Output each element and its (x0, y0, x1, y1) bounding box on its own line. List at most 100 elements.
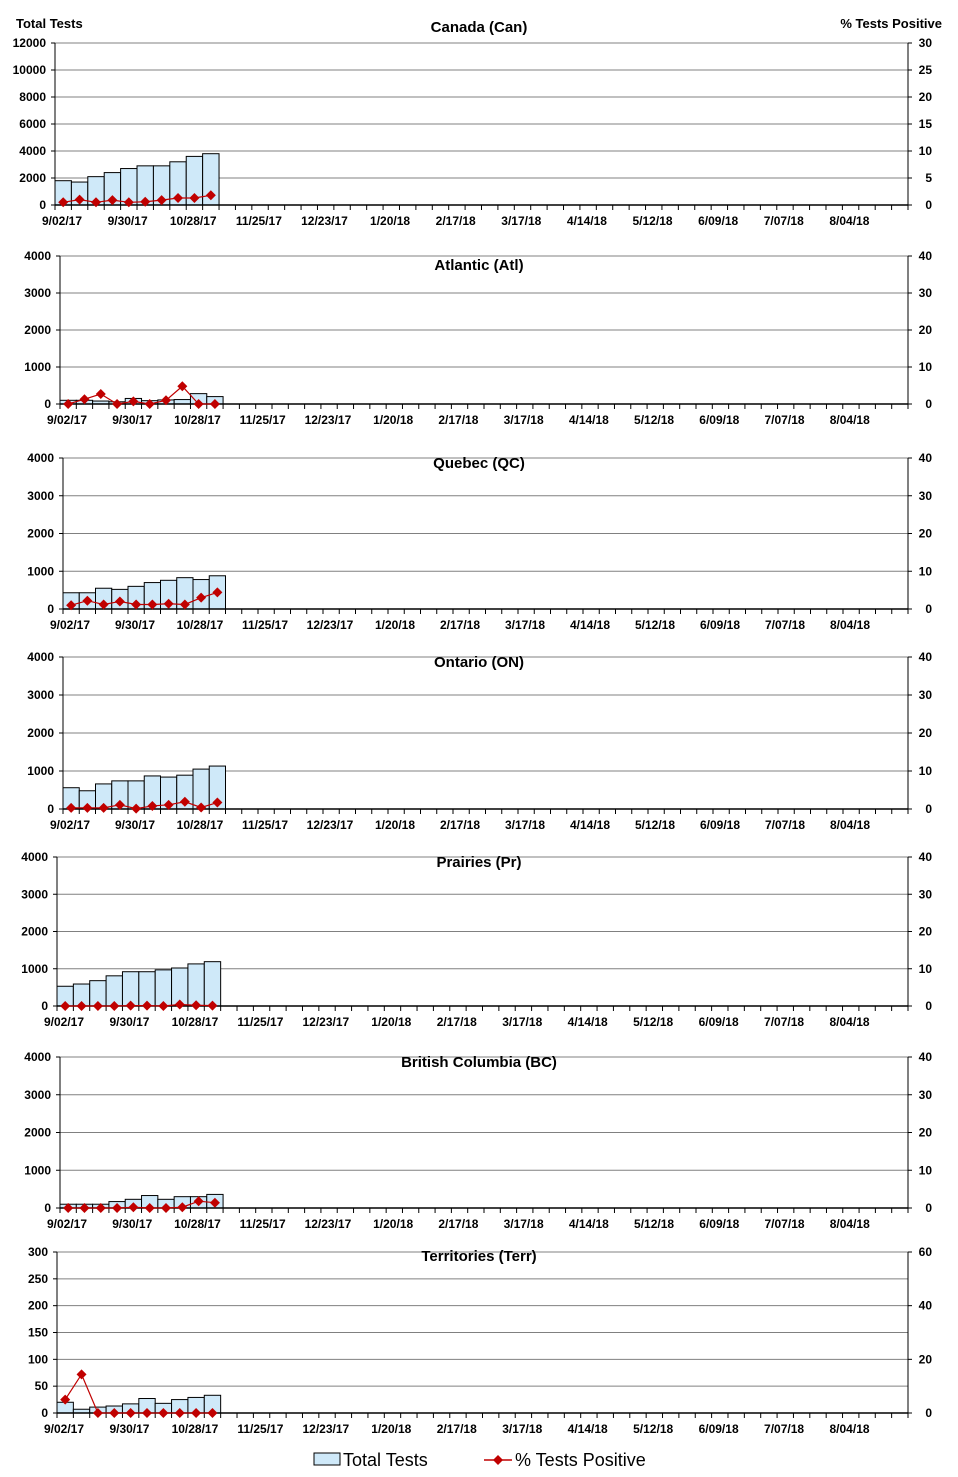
y2-tick-label: 30 (919, 489, 933, 503)
y-tick-label: 4000 (19, 144, 46, 158)
y2-tick-label: 30 (919, 286, 933, 300)
y2-tick-label: 0 (925, 1406, 932, 1420)
y2-tick-label: 20 (919, 925, 933, 939)
point-pct-positive (74, 194, 85, 205)
y-tick-label: 100 (28, 1352, 48, 1366)
y2-tick-label: 0 (925, 999, 932, 1013)
x-tick-label: 7/07/18 (764, 1015, 804, 1029)
y2-tick-label: 20 (919, 323, 933, 337)
y2-tick-label: 25 (919, 63, 933, 77)
y-tick-label: 2000 (24, 1126, 51, 1140)
x-tick-label: 12/23/17 (305, 1217, 352, 1231)
y2-tick-label: 40 (919, 1299, 933, 1313)
point-pct-positive (131, 599, 142, 610)
panel-title: Atlantic (Atl) (434, 257, 523, 274)
y-tick-label: 4000 (27, 451, 54, 465)
point-pct-positive (114, 799, 125, 810)
x-tick-label: 9/02/17 (50, 618, 90, 632)
y-tick-label: 0 (44, 397, 51, 411)
line-pct-positive (68, 1200, 215, 1209)
y-tick-label: 2000 (21, 925, 48, 939)
point-pct-positive (140, 196, 151, 207)
x-tick-label: 12/23/17 (307, 818, 354, 832)
point-pct-positive (177, 381, 188, 392)
x-tick-label: 2/17/18 (440, 618, 480, 632)
x-tick-label: 5/12/18 (633, 214, 673, 228)
point-pct-positive (112, 399, 123, 409)
x-tick-label: 9/30/17 (108, 214, 148, 228)
y-tick-label: 2000 (27, 527, 54, 541)
y-axis-label-right: % Tests Positive (840, 16, 942, 31)
x-tick-label: 3/17/18 (505, 818, 545, 832)
y-tick-label: 2000 (19, 171, 46, 185)
point-pct-positive (63, 1203, 74, 1213)
x-tick-label: 4/14/18 (568, 1422, 608, 1436)
panel-ontario-on: 0 1000 2000 3000 4000 0 10 20 30 40 9/02/17 9/30/17… (27, 650, 932, 832)
point-pct-positive (158, 1408, 169, 1418)
point-pct-positive (161, 395, 171, 406)
point-pct-positive (158, 1001, 169, 1011)
x-tick-label: 7/07/18 (765, 1217, 805, 1231)
y-tick-label: 50 (35, 1379, 49, 1393)
point-pct-positive (212, 587, 223, 598)
y-tick-label: 250 (28, 1272, 48, 1286)
y-tick-label: 10000 (13, 63, 47, 77)
x-tick-label: 6/09/18 (699, 1217, 739, 1231)
panel-title: British Columbia (BC) (401, 1054, 557, 1071)
point-pct-positive (174, 1408, 185, 1418)
x-tick-label: 3/17/18 (504, 413, 544, 427)
point-pct-positive (123, 197, 134, 208)
legend: Total Tests % Tests Positive (313, 1450, 646, 1470)
y2-tick-label: 20 (919, 1126, 933, 1140)
point-pct-positive (109, 1001, 120, 1011)
line-pct-positive (70, 591, 218, 606)
y2-tick-label: 30 (919, 1088, 933, 1102)
point-pct-positive (142, 1000, 153, 1011)
y2-tick-label: 10 (919, 962, 933, 976)
panel-title: Ontario (ON) (434, 654, 524, 671)
y2-tick-label: 20 (919, 726, 933, 740)
point-pct-positive (156, 195, 167, 206)
bar-total-tests (203, 961, 222, 1007)
y2-tick-label: 0 (925, 198, 932, 212)
y-tick-label: 0 (39, 198, 46, 212)
point-pct-positive (161, 1203, 171, 1213)
y-tick-label: 1000 (24, 1163, 51, 1177)
y2-tick-label: 20 (919, 90, 933, 104)
x-tick-label: 3/17/18 (502, 1422, 542, 1436)
legend-bars-label: Total Tests (343, 1450, 428, 1470)
y2-tick-label: 10 (919, 764, 933, 778)
x-tick-label: 12/23/17 (302, 1422, 349, 1436)
x-tick-label: 2/17/18 (436, 214, 476, 228)
x-tick-label: 12/23/17 (307, 618, 354, 632)
x-tick-label: 5/12/18 (634, 413, 674, 427)
x-tick-label: 11/25/17 (242, 818, 288, 832)
point-pct-positive (179, 796, 190, 807)
x-tick-label: 6/09/18 (699, 1015, 739, 1029)
y2-tick-label: 30 (919, 36, 933, 50)
y2-tick-label: 0 (925, 397, 932, 411)
y-tick-label: 8000 (19, 90, 46, 104)
panel-territories-terr: 0 50 100 150 200 250 300 0 20 40 60 9/02/17 9/30/17 1… (28, 1245, 932, 1436)
x-tick-label: 1/20/18 (371, 1015, 411, 1029)
point-pct-positive (112, 1203, 123, 1213)
y-tick-label: 0 (41, 1406, 48, 1420)
x-tick-label: 9/30/17 (115, 818, 155, 832)
panel-british-columbia-bc: 0 1000 2000 3000 4000 0 10 20 30 40 9/02/17 9/30/17… (24, 1050, 932, 1231)
point-pct-positive (144, 1203, 155, 1213)
x-tick-label: 8/04/18 (830, 413, 870, 427)
x-tick-label: 6/09/18 (700, 618, 740, 632)
x-tick-label: 12/23/17 (302, 1015, 349, 1029)
y-tick-label: 4000 (24, 1050, 51, 1064)
y2-tick-label: 30 (919, 887, 933, 901)
y-tick-label: 300 (28, 1245, 48, 1259)
x-tick-label: 5/12/18 (633, 1015, 673, 1029)
x-tick-label: 10/28/17 (174, 413, 221, 427)
x-tick-label: 7/07/18 (764, 214, 804, 228)
point-pct-positive (209, 1197, 220, 1208)
point-pct-positive (92, 1408, 103, 1418)
point-pct-positive (174, 999, 185, 1010)
point-pct-positive (128, 396, 139, 407)
y2-tick-label: 20 (919, 1352, 933, 1366)
